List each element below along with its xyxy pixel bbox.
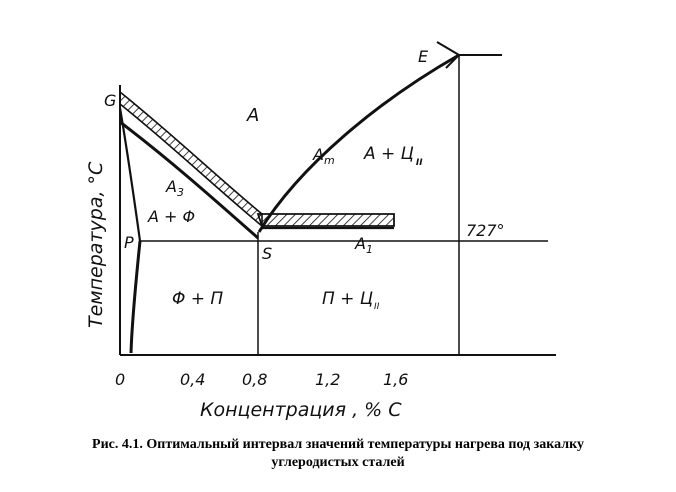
region-austenite-cementite: A + Ц II — [363, 144, 423, 168]
a1-line-label: A1 — [354, 234, 373, 256]
acm-line — [257, 53, 460, 233]
a3-line-label: A3 — [165, 177, 184, 199]
x-tick-1-6: 1,6 — [383, 370, 408, 389]
y-axis-title: Температура, °C — [85, 161, 107, 328]
region-pearlite-cementite: П + ЦII — [322, 289, 380, 312]
e-point-mark — [436, 41, 461, 69]
am-line-label: Am — [312, 145, 335, 167]
caption-line-1: Рис. 4.1. Оптимальный интервал значений … — [92, 437, 584, 452]
region-ferrite-pearlite: Φ + П — [172, 289, 223, 309]
x-tick-0: 0 — [115, 370, 125, 389]
figure-caption: Рис. 4.1. Оптимальный интервал значений … — [0, 436, 676, 472]
pq-line — [129, 240, 142, 354]
phase-diagram: G E P S A3 Am A1 727° A A + Ц II A + Φ Φ … — [85, 41, 556, 421]
a3-line — [119, 120, 259, 240]
point-g-label: G — [104, 91, 116, 110]
point-e-label: E — [418, 47, 429, 66]
optimal-interval-band-a3 — [119, 90, 263, 228]
x-tick-1-2: 1,2 — [315, 370, 340, 389]
temperature-727-label: 727° — [466, 221, 505, 240]
region-austenite: A — [246, 105, 259, 126]
caption-line-2: углеродистых сталей — [271, 455, 405, 470]
point-p-label: P — [124, 233, 134, 252]
point-s-label: S — [262, 244, 272, 263]
x-tick-0-8: 0,8 — [242, 370, 267, 389]
x-axis-title: Концентрация , % С — [200, 399, 402, 421]
optimal-interval-band-a1 — [256, 213, 395, 227]
region-austenite-ferrite: A + Φ — [147, 207, 195, 226]
gp-line — [118, 107, 142, 242]
x-tick-0-4: 0,4 — [180, 370, 205, 389]
